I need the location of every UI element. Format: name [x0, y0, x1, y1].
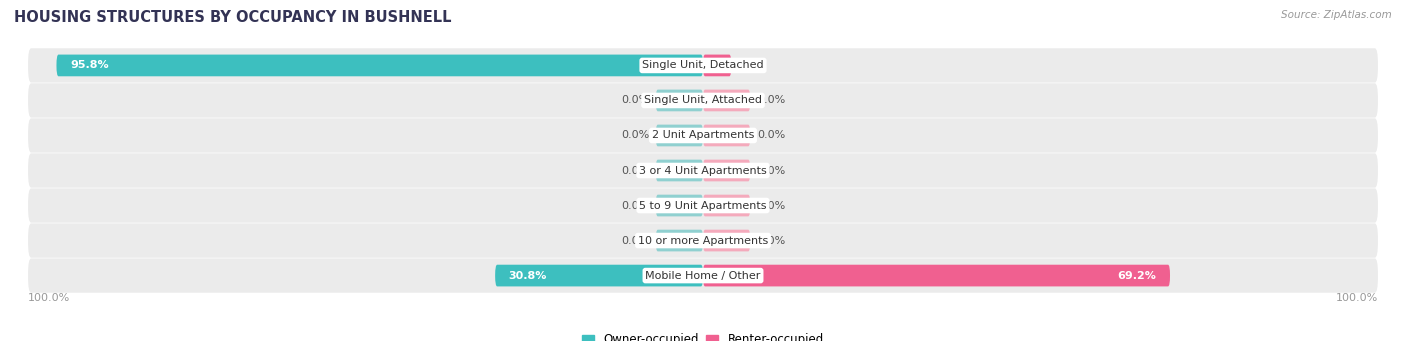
FancyBboxPatch shape: [703, 230, 751, 251]
Text: Source: ZipAtlas.com: Source: ZipAtlas.com: [1281, 10, 1392, 20]
Text: 10 or more Apartments: 10 or more Apartments: [638, 236, 768, 246]
Text: 95.8%: 95.8%: [70, 60, 108, 71]
Text: Mobile Home / Other: Mobile Home / Other: [645, 270, 761, 281]
Text: Single Unit, Attached: Single Unit, Attached: [644, 95, 762, 105]
Text: 2 Unit Apartments: 2 Unit Apartments: [652, 131, 754, 140]
Text: 0.0%: 0.0%: [621, 95, 650, 105]
FancyBboxPatch shape: [703, 124, 751, 146]
FancyBboxPatch shape: [655, 195, 703, 217]
Legend: Owner-occupied, Renter-occupied: Owner-occupied, Renter-occupied: [578, 329, 828, 341]
FancyBboxPatch shape: [28, 153, 1378, 188]
FancyBboxPatch shape: [703, 90, 751, 111]
FancyBboxPatch shape: [703, 55, 731, 76]
FancyBboxPatch shape: [28, 258, 1378, 293]
Text: 0.0%: 0.0%: [756, 201, 785, 210]
FancyBboxPatch shape: [28, 83, 1378, 118]
Text: HOUSING STRUCTURES BY OCCUPANCY IN BUSHNELL: HOUSING STRUCTURES BY OCCUPANCY IN BUSHN…: [14, 10, 451, 25]
Text: 0.0%: 0.0%: [621, 131, 650, 140]
FancyBboxPatch shape: [28, 118, 1378, 153]
FancyBboxPatch shape: [703, 160, 751, 181]
FancyBboxPatch shape: [56, 55, 703, 76]
Text: Single Unit, Detached: Single Unit, Detached: [643, 60, 763, 71]
Text: 100.0%: 100.0%: [1336, 293, 1378, 303]
Text: 0.0%: 0.0%: [756, 95, 785, 105]
FancyBboxPatch shape: [655, 90, 703, 111]
FancyBboxPatch shape: [28, 48, 1378, 83]
Text: 0.0%: 0.0%: [756, 131, 785, 140]
Text: 30.8%: 30.8%: [509, 270, 547, 281]
Text: 5 to 9 Unit Apartments: 5 to 9 Unit Apartments: [640, 201, 766, 210]
FancyBboxPatch shape: [495, 265, 703, 286]
FancyBboxPatch shape: [655, 230, 703, 251]
Text: 0.0%: 0.0%: [621, 201, 650, 210]
FancyBboxPatch shape: [655, 160, 703, 181]
Text: 4.2%: 4.2%: [688, 60, 718, 71]
FancyBboxPatch shape: [655, 124, 703, 146]
Text: 100.0%: 100.0%: [28, 293, 70, 303]
Text: 0.0%: 0.0%: [621, 165, 650, 176]
Text: 3 or 4 Unit Apartments: 3 or 4 Unit Apartments: [640, 165, 766, 176]
FancyBboxPatch shape: [28, 223, 1378, 258]
Text: 0.0%: 0.0%: [621, 236, 650, 246]
Text: 0.0%: 0.0%: [756, 236, 785, 246]
Text: 0.0%: 0.0%: [756, 165, 785, 176]
Text: 69.2%: 69.2%: [1118, 270, 1157, 281]
FancyBboxPatch shape: [703, 195, 751, 217]
FancyBboxPatch shape: [28, 188, 1378, 223]
FancyBboxPatch shape: [703, 265, 1170, 286]
